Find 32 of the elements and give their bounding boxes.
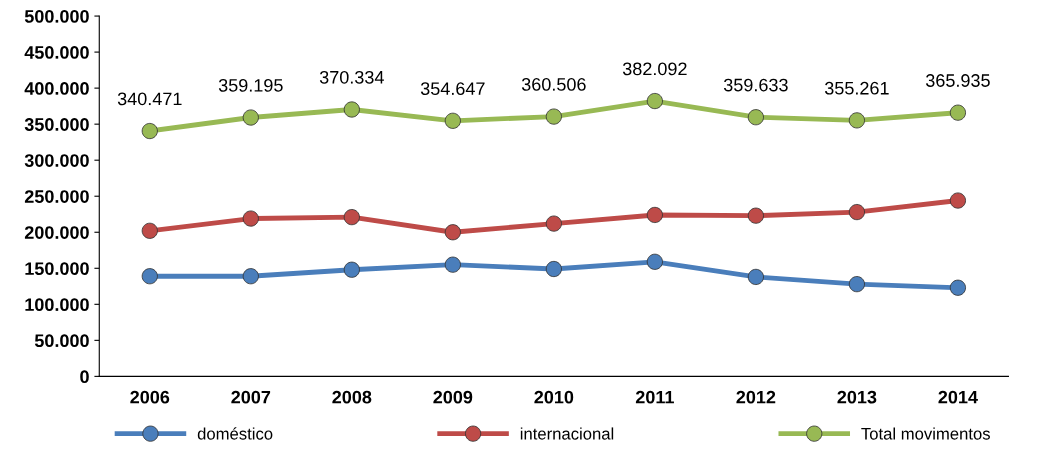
data-label: 359.195 (218, 78, 283, 92)
x-tick-label: 2009 (433, 390, 473, 404)
y-tick-label: 150.000 (25, 262, 89, 276)
y-tick-label: 200.000 (24, 226, 89, 239)
x-tick-label: 2014 (938, 390, 978, 404)
data-label: 382.092 (622, 62, 687, 76)
y-tick-label: 500.000 (24, 10, 89, 23)
data-label: 360.506 (521, 78, 586, 91)
y-tick-label: 0 (80, 370, 89, 384)
y-tick-label: 300.000 (24, 154, 89, 167)
data-label: 355.261 (824, 81, 889, 95)
data-label: 365.935 (925, 74, 990, 87)
legend-label: Total movimentos (861, 427, 990, 440)
legend-label: internacional (520, 427, 614, 440)
x-tick-label: 2007 (231, 390, 271, 404)
data-label: 370.334 (319, 70, 384, 84)
x-tick-label: 2013 (837, 390, 877, 404)
data-label: 340.471 (117, 92, 182, 106)
data-label: 354.647 (420, 82, 485, 96)
y-tick-label: 350.000 (24, 118, 89, 131)
x-tick-label: 2012 (736, 390, 776, 404)
x-tick-label: 2008 (332, 390, 372, 404)
y-tick-label: 400.000 (24, 82, 89, 95)
y-tick-label: 250.000 (24, 190, 89, 203)
data-label: 359.633 (723, 78, 788, 92)
y-tick-label: 450.000 (24, 46, 89, 59)
legend-label: doméstico (197, 427, 273, 440)
y-tick-label: 50.000 (34, 334, 89, 348)
y-tick-label: 100.000 (25, 298, 89, 312)
x-tick-label: 2011 (635, 390, 674, 404)
x-tick-label: 2010 (534, 390, 574, 404)
x-tick-label: 2006 (130, 390, 170, 404)
